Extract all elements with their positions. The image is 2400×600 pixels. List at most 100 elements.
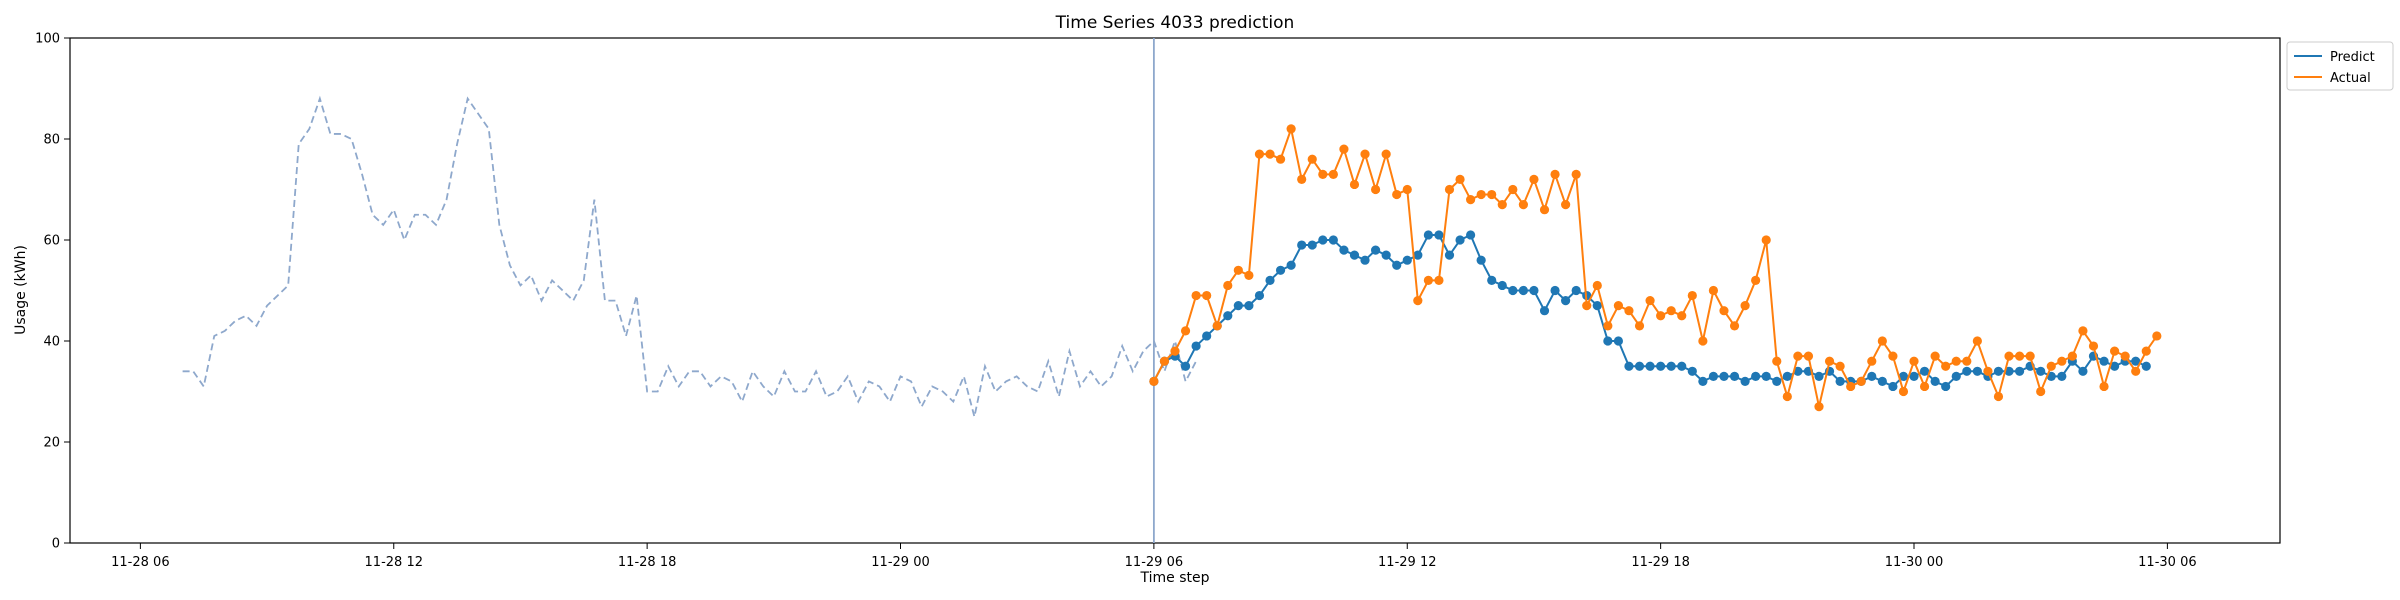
data-point-actual xyxy=(2088,341,2099,351)
data-point-actual xyxy=(1582,301,1592,311)
y-tick-label: 100 xyxy=(35,32,60,47)
data-point-predict xyxy=(2036,366,2046,376)
data-point-predict xyxy=(1180,361,1191,371)
data-point-actual xyxy=(1888,351,1898,361)
data-point-actual xyxy=(1993,391,2004,402)
history-layer xyxy=(182,95,1197,417)
data-point-predict xyxy=(1888,381,1898,392)
data-point-actual xyxy=(1634,321,1645,331)
chart-title: Time Series 4033 prediction xyxy=(1055,13,1295,33)
x-tick-label: 11-30 06 xyxy=(2138,555,2196,570)
data-point-actual xyxy=(1761,235,1771,245)
data-point-actual xyxy=(2067,351,2077,361)
data-point-predict xyxy=(1782,371,1792,381)
data-point-predict xyxy=(1729,371,1740,381)
data-point-predict xyxy=(1392,260,1402,270)
x-tick-label: 11-29 12 xyxy=(1378,555,1436,570)
data-point-predict xyxy=(1624,361,1634,371)
data-point-actual xyxy=(1223,280,1233,291)
data-point-actual xyxy=(1941,361,1951,371)
data-point-actual xyxy=(2152,331,2162,341)
data-point-actual xyxy=(1339,144,1349,154)
data-point-actual xyxy=(2110,346,2120,356)
plot-area xyxy=(69,37,2281,544)
data-point-predict xyxy=(2014,366,2025,376)
data-point-predict xyxy=(1275,265,1286,275)
data-point-predict xyxy=(1423,230,1433,240)
data-point-predict xyxy=(1835,376,1845,386)
data-point-actual xyxy=(2120,351,2130,361)
data-point-actual xyxy=(1656,311,1666,321)
data-point-actual xyxy=(1370,184,1381,195)
data-point-actual xyxy=(1244,270,1254,280)
data-point-predict xyxy=(2004,366,2014,376)
data-point-actual xyxy=(2141,346,2151,356)
data-point-predict xyxy=(1919,366,1930,376)
data-point-actual xyxy=(1930,351,1940,361)
data-point-actual xyxy=(1835,361,1845,371)
data-point-predict xyxy=(1318,235,1328,245)
data-point-predict xyxy=(1698,376,1708,386)
data-point-actual xyxy=(1687,290,1697,301)
data-point-predict xyxy=(1497,280,1507,291)
data-point-actual xyxy=(1751,275,1761,285)
data-point-actual xyxy=(1202,290,1212,301)
data-point-predict xyxy=(1793,366,1803,376)
data-point-actual xyxy=(1413,296,1423,306)
data-point-actual xyxy=(1318,169,1328,179)
data-point-predict xyxy=(1941,381,1951,392)
x-axis-label: Time step xyxy=(1140,570,1210,586)
data-point-predict xyxy=(1487,275,1497,285)
data-point-actual xyxy=(2057,356,2067,366)
data-point-predict xyxy=(1518,285,1528,296)
data-point-predict xyxy=(1254,290,1265,301)
data-point-actual xyxy=(1508,184,1518,195)
data-point-actual xyxy=(1846,381,1856,392)
data-point-predict xyxy=(1413,250,1423,260)
data-point-actual xyxy=(1898,386,1909,397)
data-point-predict xyxy=(1529,285,1539,296)
y-tick-label: 0 xyxy=(52,537,60,552)
data-point-actual xyxy=(1613,301,1624,311)
data-point-actual xyxy=(1444,184,1455,195)
data-point-predict xyxy=(1244,301,1254,311)
data-point-actual xyxy=(1550,169,1560,179)
data-point-actual xyxy=(1381,149,1391,159)
series-actual xyxy=(1149,124,2162,412)
data-point-actual xyxy=(1265,149,1275,159)
data-point-predict xyxy=(1877,376,1887,386)
data-point-predict xyxy=(1381,250,1391,260)
data-point-predict xyxy=(1571,285,1581,296)
data-point-predict xyxy=(1634,361,1645,371)
data-point-actual xyxy=(2004,351,2014,361)
data-point-actual xyxy=(1909,356,1919,366)
data-point-actual xyxy=(1476,189,1486,200)
data-point-actual xyxy=(1518,200,1528,210)
data-point-actual xyxy=(1233,265,1243,275)
y-axis: 0 20 40 60 80 100 xyxy=(35,32,70,552)
x-tick-label: 11-28 18 xyxy=(618,555,676,570)
data-point-predict xyxy=(1751,371,1761,381)
data-point-actual xyxy=(1856,376,1866,386)
x-tick-label: 11-30 00 xyxy=(1885,555,1943,570)
data-point-predict xyxy=(1202,331,1212,341)
data-point-predict xyxy=(1677,361,1687,371)
data-point-actual xyxy=(2046,361,2056,371)
data-point-predict xyxy=(1761,371,1771,381)
plot-frame xyxy=(69,37,2281,544)
data-point-predict xyxy=(1286,260,1296,270)
data-point-actual xyxy=(1571,169,1581,179)
legend-label-predict: Predict xyxy=(2330,50,2375,65)
data-point-actual xyxy=(1793,351,1803,361)
data-point-actual xyxy=(1402,184,1412,195)
x-tick-label: 11-28 06 xyxy=(111,555,169,570)
data-point-actual xyxy=(1529,174,1539,184)
data-point-actual xyxy=(1824,356,1835,366)
data-point-predict xyxy=(1476,255,1486,265)
data-point-predict xyxy=(2078,366,2088,376)
y-tick-label: 60 xyxy=(43,234,60,249)
data-point-predict xyxy=(1909,371,1919,381)
data-point-actual xyxy=(1149,376,1159,386)
data-point-predict xyxy=(1539,306,1550,316)
data-point-predict xyxy=(1656,361,1666,371)
